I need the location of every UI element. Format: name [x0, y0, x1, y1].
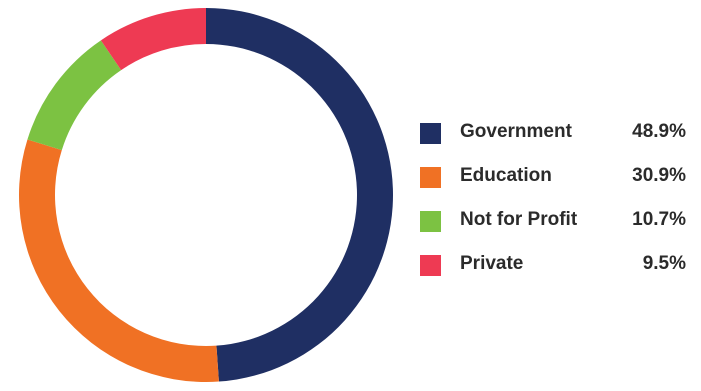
legend-label-not-for-profit: Not for Profit [460, 209, 578, 230]
donut-slice-education [19, 139, 219, 382]
legend-swatch-not-for-profit [420, 211, 441, 232]
legend-item-private: Private 9.5% [420, 249, 690, 293]
legend-item-government: Government 48.9% [420, 117, 690, 161]
donut-slice-private [100, 8, 206, 71]
legend-label-private: Private [460, 253, 524, 274]
legend-swatch-education [420, 167, 441, 188]
legend-value-not-for-profit: 10.7% [632, 209, 686, 230]
legend-label-education: Education [460, 165, 552, 186]
donut-slice-not-for-profit [27, 40, 122, 151]
legend-item-education: Education 30.9% [420, 161, 690, 205]
legend-value-education: 30.9% [632, 165, 686, 186]
legend-swatch-private [420, 255, 441, 276]
legend-label-government: Government [460, 121, 572, 142]
donut-slice-government [206, 8, 394, 382]
donut-chart [19, 8, 394, 382]
legend-swatch-government [420, 123, 441, 144]
legend-value-private: 9.5% [642, 253, 686, 274]
legend: Government 48.9% Education 30.9% Not for… [420, 117, 690, 293]
legend-value-government: 48.9% [632, 121, 686, 142]
legend-item-not-for-profit: Not for Profit 10.7% [420, 205, 690, 249]
